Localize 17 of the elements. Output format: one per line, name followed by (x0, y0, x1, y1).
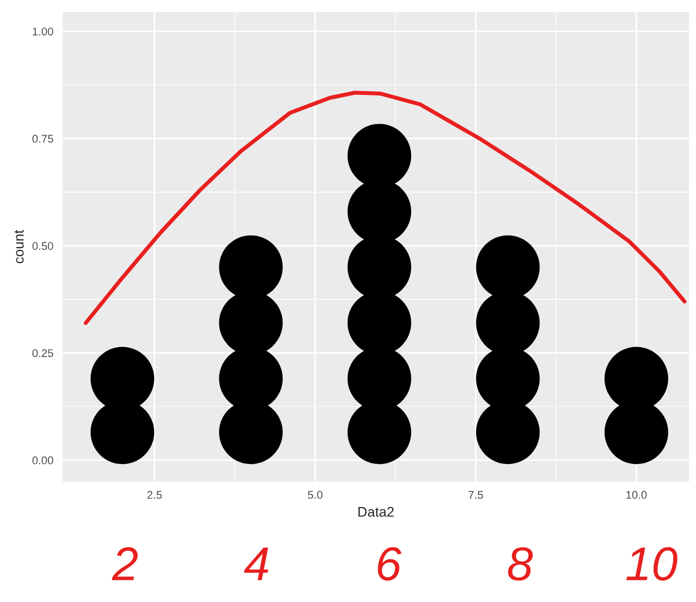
text: 8 (508, 547, 533, 581)
x-tick-label: 5.0 (308, 490, 322, 499)
x-tick-label: 2.5 (147, 490, 162, 499)
text: 10 (626, 547, 678, 581)
y-tick-label: 0.25 (32, 349, 54, 358)
y-tick-label: 1.00 (32, 28, 54, 36)
text: 6 (378, 547, 402, 581)
x-tick-label: 10.0 (626, 490, 647, 499)
line-series (84, 90, 686, 325)
y-tick-label: 0.00 (32, 456, 54, 464)
y-axis-title: count (14, 230, 24, 264)
y-tick-label: 0.75 (32, 134, 54, 143)
y-tick-label: 0.50 (32, 242, 54, 250)
text: 2 (112, 547, 138, 580)
x-tick-label: 7.5 (468, 491, 483, 499)
x-axis-title: Data2 (358, 506, 394, 517)
text: 4 (244, 548, 268, 580)
